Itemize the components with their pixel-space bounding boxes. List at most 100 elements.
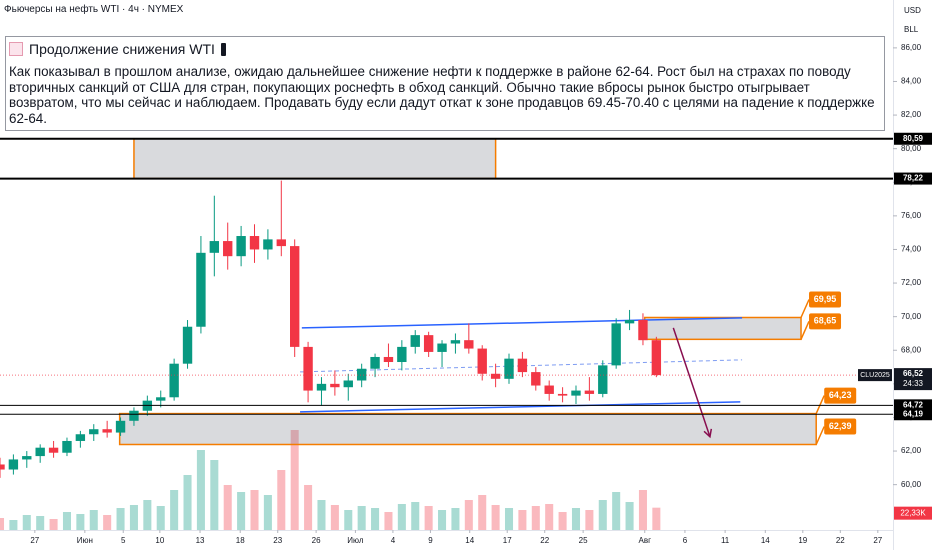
chart-title: Фьючерсы на нефть WTI · 4ч · NYMEX (4, 4, 184, 15)
candle-body (370, 356, 380, 369)
volume-bar (585, 510, 594, 530)
x-tick-label: 11 (721, 536, 730, 545)
x-tick-label: 10 (155, 536, 164, 545)
volume-bar (411, 502, 420, 530)
y-tick-label: 84,00 (901, 77, 922, 86)
candle-body (249, 236, 260, 250)
level-tag (894, 408, 932, 421)
zone-tag-pointer (800, 299, 810, 318)
volume-bar (290, 430, 299, 530)
volume-bar (237, 492, 246, 530)
candle-body (169, 363, 179, 398)
zone-tag (824, 418, 857, 435)
trendline (300, 359, 743, 373)
y-tick-label: 72,00 (901, 278, 922, 287)
x-tick-label: 14 (465, 536, 474, 545)
y-tick-label: 62,00 (901, 446, 922, 455)
arrow (672, 327, 711, 438)
volume-bar (9, 520, 18, 530)
x-tick-label: 19 (798, 536, 807, 545)
candle-body (182, 326, 193, 364)
volume-bar (451, 508, 460, 530)
arrow-head (703, 428, 713, 439)
volume-bar (143, 500, 152, 530)
volume-bar (638, 490, 647, 530)
candle-body (450, 340, 461, 344)
volume-bar (612, 492, 621, 530)
candle-body (383, 356, 394, 363)
x-tick-label: Июн (77, 536, 93, 545)
x-tick-label: 9 (428, 536, 433, 545)
annotation-cursor (220, 42, 226, 56)
level-tag-label: 64,19 (903, 409, 924, 418)
candle-body (276, 239, 286, 247)
volume-bar (652, 507, 661, 530)
candle-body (223, 241, 233, 257)
y-tick-label: 82,00 (901, 110, 922, 119)
candle-body (102, 429, 112, 433)
x-tick-label: 23 (273, 536, 282, 545)
volume-tag-label: 22,33K (900, 508, 926, 517)
candle-body (89, 429, 99, 435)
current-price-tag (894, 368, 932, 391)
zone-tag-label: 68,65 (814, 316, 837, 326)
zone-tag-pointer (800, 321, 810, 340)
zone (643, 316, 802, 341)
candle-body (517, 358, 528, 373)
level-tag (894, 132, 932, 145)
candle-body (611, 323, 621, 366)
trendline (300, 401, 741, 413)
volume-bar (263, 495, 272, 530)
level-tag-label: 78,22 (903, 174, 924, 183)
candle-body (531, 372, 541, 386)
candle-body (437, 343, 447, 352)
candle-body (571, 390, 581, 396)
candle-body (477, 348, 487, 374)
volume-bar (250, 490, 259, 530)
candle-body (129, 410, 139, 421)
zone-tag (809, 291, 842, 308)
candle-body (490, 373, 501, 379)
volume-bar (62, 512, 71, 530)
volume-bar (598, 500, 607, 530)
candle-body (62, 440, 72, 453)
volume-bar (0, 518, 5, 530)
candle-body (196, 252, 206, 327)
candle-body (544, 385, 554, 394)
candle-body (290, 246, 300, 347)
zone-tag-pointer (815, 395, 825, 414)
zone (133, 138, 497, 180)
volume-bar (223, 485, 232, 530)
volume-bar (49, 519, 58, 530)
volume-bar (330, 505, 339, 530)
candle-body (75, 434, 86, 441)
x-tick-label: 25 (579, 536, 588, 545)
x-tick-label: 18 (236, 536, 245, 545)
candle-body (504, 358, 514, 379)
candle-body (410, 335, 420, 347)
volume-bar (518, 510, 527, 530)
symbol-tag (858, 369, 892, 382)
x-tick-label: 4 (391, 536, 396, 545)
level-tag-label: 64,72 (903, 400, 924, 409)
volume-bar (170, 490, 179, 530)
annotation-icon (9, 42, 23, 56)
y-tick-label: 76,00 (901, 211, 922, 220)
volume-bar (558, 512, 567, 530)
candle-body (263, 239, 273, 250)
y-tick-label: 80,00 (901, 144, 922, 153)
candle-body (464, 340, 474, 349)
candle-body (35, 447, 45, 457)
volume-bar (304, 485, 313, 530)
volume-bar (531, 506, 540, 530)
volume-bar (504, 508, 514, 530)
candle-body (598, 365, 608, 394)
zone (118, 412, 817, 446)
volume-bar (438, 510, 447, 530)
level-tag (894, 172, 932, 185)
volume-bar (210, 460, 219, 530)
candle-body (0, 464, 5, 470)
y-tick-label: 60,00 (901, 480, 922, 489)
candle-body (303, 346, 313, 391)
